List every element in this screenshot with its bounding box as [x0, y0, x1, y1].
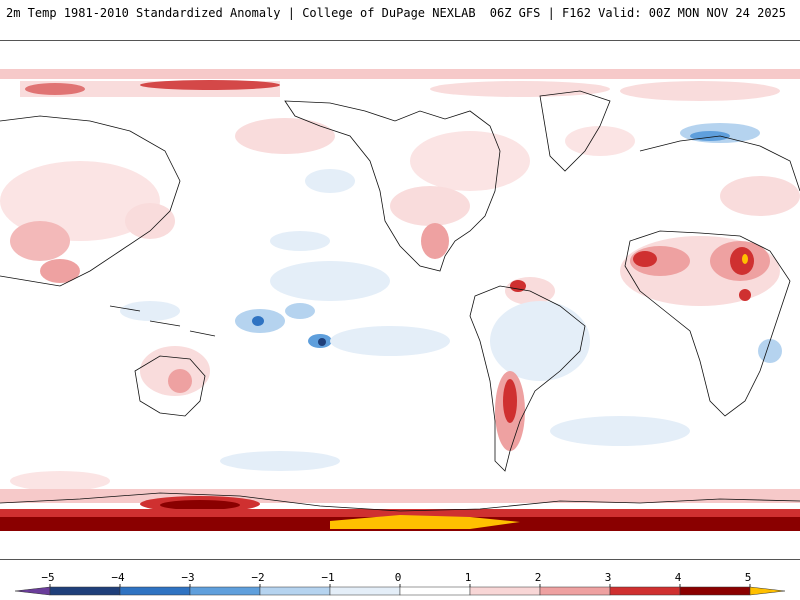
colorbar-tick-label: 2 [535, 571, 542, 584]
anomaly-map [0, 69, 800, 531]
colorbar-tick-label: −4 [111, 571, 125, 584]
colorbar-tick-label: −2 [251, 571, 264, 584]
colorbar-segment [329, 586, 401, 596]
colorbar-segment [119, 586, 191, 596]
colorbar-segment [399, 586, 471, 596]
colorbar: −5 −4 −3 −2 −1 0 1 2 3 4 5 [0, 560, 800, 600]
colorbar-segment [14, 586, 51, 596]
colorbar-tick-label: 3 [605, 571, 612, 584]
colorbar-segment [189, 586, 261, 596]
header: 2m Temp 1981-2010 Standardized Anomaly |… [0, 0, 800, 40]
colorbar-tick-label: −3 [181, 571, 194, 584]
map-title: 2m Temp 1981-2010 Standardized Anomaly |… [6, 6, 476, 20]
colorbar-tick-label: 5 [745, 571, 752, 584]
colorbar-tick-label: −5 [41, 571, 54, 584]
colorbar-segment [609, 586, 681, 596]
colorbar-segment [469, 586, 541, 596]
colorbar-segment [749, 586, 786, 596]
model-valid-time: 06Z GFS | F162 Valid: 00Z MON NOV 24 202… [489, 6, 786, 20]
colorbar-svg: −5 −4 −3 −2 −1 0 1 2 3 4 5 [14, 571, 786, 596]
colorbar-segment [679, 586, 751, 596]
colorbar-segments [14, 586, 786, 596]
colorbar-segment [259, 586, 331, 596]
coastlines [0, 90, 800, 512]
map-panel [0, 40, 800, 560]
colorbar-tick-label: 4 [675, 571, 682, 584]
colorbar-tick-label: 0 [395, 571, 402, 584]
colorbar-ticks: −5 −4 −3 −2 −1 0 1 2 3 4 5 [41, 571, 751, 587]
anomaly-shading [0, 69, 800, 531]
north-edge-band [0, 69, 800, 79]
colorbar-segment [49, 586, 121, 596]
colorbar-tick-label: −1 [321, 571, 334, 584]
colorbar-tick-label: 1 [465, 571, 472, 584]
colorbar-segment [539, 586, 611, 596]
